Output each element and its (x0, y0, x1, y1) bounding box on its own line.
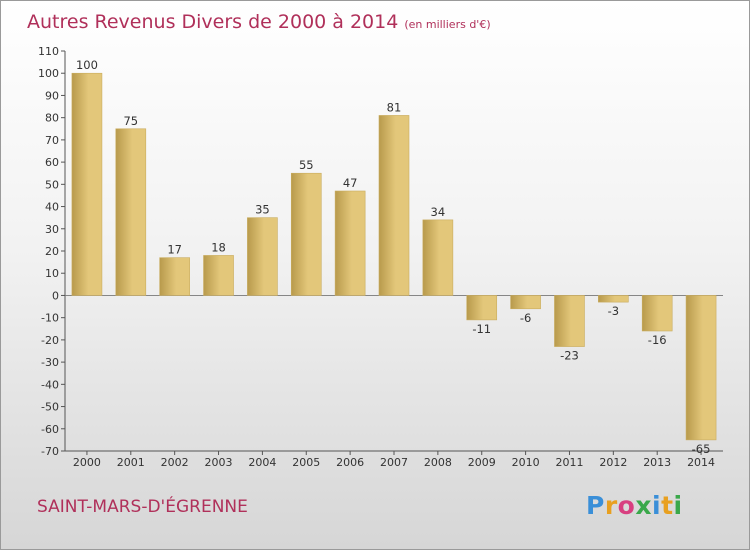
logo-letter: r (604, 491, 618, 520)
data-label: 81 (387, 100, 402, 114)
x-tick-label: 2001 (117, 456, 145, 469)
data-label: -3 (608, 304, 619, 318)
bar (203, 255, 234, 296)
data-label: -6 (520, 311, 531, 325)
y-tick-label: -70 (41, 445, 59, 458)
data-label: 18 (211, 240, 226, 254)
data-label: 17 (167, 243, 182, 257)
x-tick-label: 2006 (336, 456, 364, 469)
y-tick-label: -30 (41, 356, 59, 369)
bar (510, 295, 541, 310)
logo-letter: t (661, 491, 674, 520)
y-tick-label: 30 (45, 223, 59, 236)
logo-letter: i (652, 491, 662, 520)
chart-subtitle: (en milliers d'€) (404, 18, 491, 31)
data-label: 55 (299, 158, 314, 172)
bar (334, 190, 366, 296)
y-tick-label: -10 (41, 312, 59, 325)
bar (641, 295, 673, 332)
x-tick-label: 2005 (292, 456, 320, 469)
y-tick-label: 50 (45, 178, 59, 191)
x-tick-label: 2014 (687, 456, 715, 469)
y-tick-label: -50 (41, 401, 59, 414)
y-tick-label: 40 (45, 201, 59, 214)
x-tick-label: 2013 (643, 456, 671, 469)
y-tick-label: 90 (45, 89, 59, 102)
logo-letter: o (617, 491, 636, 520)
bars (71, 72, 717, 441)
x-tick-label: 2000 (73, 456, 101, 469)
y-tick-label: -20 (41, 334, 59, 347)
logo-letter: P (586, 491, 605, 520)
y-tick-label: 100 (38, 67, 59, 80)
x-tick-label: 2012 (599, 456, 627, 469)
data-label: 34 (431, 205, 446, 219)
data-label: -11 (472, 322, 491, 336)
logo-letter: x (635, 491, 652, 520)
x-tick-label: 2007 (380, 456, 408, 469)
data-label: -16 (648, 333, 667, 347)
y-tick-label: 20 (45, 245, 59, 258)
bar (71, 72, 103, 296)
bar (115, 128, 147, 296)
bar (378, 115, 410, 296)
x-tick-label: 2002 (161, 456, 189, 469)
logo-letter: i (673, 491, 683, 520)
y-tick-label: -60 (41, 423, 59, 436)
y-tick-label: -40 (41, 378, 59, 391)
data-labels: 100 75 17 18 35 55 47 81 34 -11 -6 -23 -3 -16 -65 (76, 58, 711, 456)
bar (554, 295, 585, 347)
x-tick-label: 2003 (205, 456, 233, 469)
y-axis: 1101009080706050403020100-10-20-30-40-50… (38, 45, 66, 458)
y-tick-label: 60 (45, 156, 59, 169)
data-label: 35 (255, 203, 270, 217)
x-tick-label: 2008 (424, 456, 452, 469)
data-label: 75 (123, 114, 138, 128)
y-tick-label: 110 (38, 45, 59, 58)
data-label: -23 (560, 349, 579, 363)
x-tick-label: 2004 (248, 456, 276, 469)
commune-name: SAINT-MARS-D'ÉGRENNE (37, 497, 248, 517)
proxiti-logo: Proxiti (586, 491, 683, 520)
bar (247, 217, 278, 296)
chart-title: Autres Revenus Divers de 2000 à 2014 (en … (27, 11, 491, 33)
bar (598, 295, 629, 303)
x-tick-label: 2009 (468, 456, 496, 469)
y-tick-label: 10 (45, 267, 59, 280)
bar (466, 295, 498, 321)
data-label: 100 (76, 58, 98, 72)
bar (422, 219, 454, 296)
data-label: 47 (343, 176, 358, 190)
bar (159, 257, 190, 296)
x-tick-label: 2010 (512, 456, 540, 469)
x-axis: 2000 2001 2002 2003 2004 2005 2006 2007 2008 2009… (65, 295, 723, 469)
data-label: -65 (692, 442, 711, 456)
x-tick-label: 2011 (555, 456, 583, 469)
y-tick-label: 70 (45, 134, 59, 147)
bar (685, 295, 717, 441)
y-tick-label: 80 (45, 112, 59, 125)
y-tick-label: 0 (52, 289, 59, 302)
chart-title-text: Autres Revenus Divers de 2000 à 2014 (27, 11, 399, 33)
bar (290, 172, 322, 296)
